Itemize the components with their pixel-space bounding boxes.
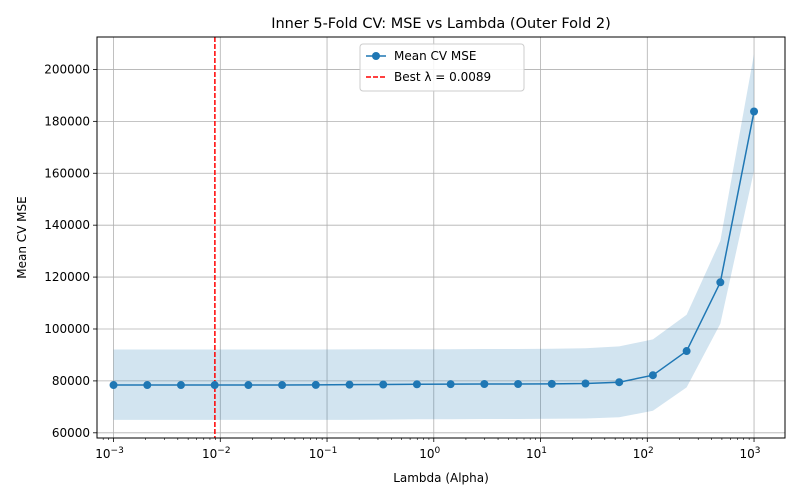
y-tick-label-5: 160000 [44,166,90,180]
x-tick-label-4: 101 [526,446,547,461]
x-axis-ticks: 10−3 10−2 10−1 100 101 102 103 [95,438,761,461]
y-tick-label-2: 100000 [44,322,90,336]
x-tick-label-1: 10−2 [202,446,231,461]
data-point-17 [682,347,691,356]
y-tick-label-6: 180000 [44,114,90,128]
plot-frame [96,36,786,439]
data-point-19 [750,107,759,116]
data-point-16 [648,371,657,380]
y-axis-label: Mean CV MSE [15,196,29,278]
data-point-12 [514,380,523,389]
legend-label-mean-cv-mse: Mean CV MSE [394,49,476,63]
data-point-9 [412,380,421,389]
y-tick-label-4: 140000 [44,218,90,232]
data-point-8 [379,380,388,389]
x-tick-label-2: 10−1 [309,446,338,461]
data-point-1 [143,381,152,390]
series-layer [109,107,759,390]
x-tick-label-5: 102 [633,446,654,461]
data-point-13 [547,379,556,388]
chart-title: Inner 5-Fold CV: MSE vs Lambda (Outer Fo… [271,16,611,32]
y-tick-label-7: 200000 [44,62,90,76]
legend-label-best-lambda: Best λ = 0.0089 [394,70,491,84]
x-axis-label: Lambda (Alpha) [393,471,489,485]
y-tick-label-1: 80000 [52,374,90,388]
data-point-15 [615,378,624,387]
data-point-0 [109,381,118,390]
data-point-2 [176,381,185,390]
data-point-7 [345,380,354,389]
y-tick-label-3: 120000 [44,270,90,284]
legend-marker-swatch [372,52,380,60]
data-point-3 [210,381,219,390]
data-point-10 [446,380,455,389]
grid-lines [97,37,785,438]
data-point-4 [244,381,253,390]
data-point-18 [716,278,725,287]
legend-box [359,43,525,92]
data-point-14 [581,379,590,388]
x-tick-label-3: 100 [419,446,440,461]
series-line-0 [113,111,755,386]
x-tick-label-0: 10−3 [95,446,124,461]
data-point-5 [278,381,287,390]
data-point-11 [480,380,489,389]
legend: Mean CV MSE Best λ = 0.0089 [359,43,525,92]
y-axis-ticks: 60000 80000 100000 120000 140000 160000 180000… [44,62,97,440]
y-tick-label-0: 60000 [52,426,90,440]
data-point-6 [311,380,320,389]
x-tick-label-6: 103 [740,446,761,461]
